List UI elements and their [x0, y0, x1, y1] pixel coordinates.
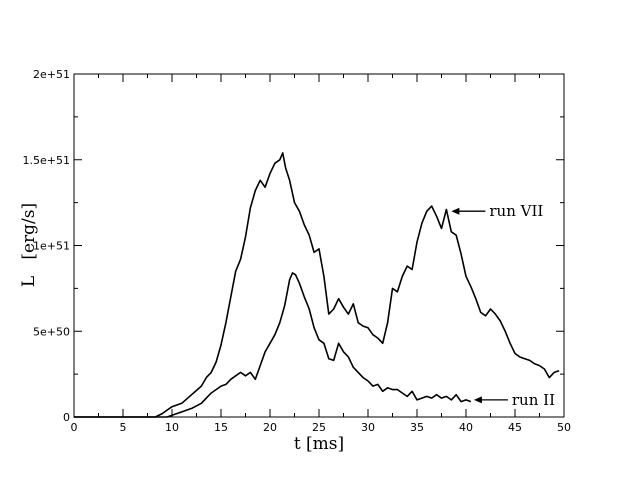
axis-ticks: 0 5 10 15 20 25 30 35 40 45 50 0 5e+50 1e+51 1.5e+51 2e…	[23, 68, 571, 434]
series-layer	[74, 152, 560, 418]
annotation-label: run VII	[489, 202, 543, 220]
series-line-1	[74, 272, 472, 418]
y-tick-label: 0	[63, 411, 70, 424]
series-line-0	[74, 152, 560, 418]
annotation-arrowhead	[451, 207, 460, 215]
y-tick-label: 1.5e+51	[23, 154, 70, 167]
x-tick-label: 15	[214, 421, 228, 434]
y-tick-label: 2e+51	[33, 68, 70, 81]
annotation-label: run II	[512, 391, 555, 409]
x-tick-label: 5	[120, 421, 127, 434]
x-tick-label: 30	[361, 421, 375, 434]
x-tick-label: 45	[508, 421, 522, 434]
annotation-arrowhead	[473, 396, 482, 404]
annotation-layer: run VII run II	[451, 202, 555, 409]
x-tick-label: 20	[263, 421, 277, 434]
x-tick-label: 40	[459, 421, 473, 434]
x-tick-label: 25	[312, 421, 326, 434]
x-tick-label: 0	[71, 421, 78, 434]
y-tick-label: 5e+50	[33, 325, 70, 338]
y-axis-title: L [erg/s]	[19, 203, 39, 287]
x-tick-label: 10	[165, 421, 179, 434]
x-tick-label: 35	[410, 421, 424, 434]
plot-frame	[73, 73, 565, 418]
y-tick-label: 1e+51	[33, 240, 70, 253]
x-tick-label: 50	[557, 421, 571, 434]
x-axis-title: t [ms]	[294, 434, 344, 454]
